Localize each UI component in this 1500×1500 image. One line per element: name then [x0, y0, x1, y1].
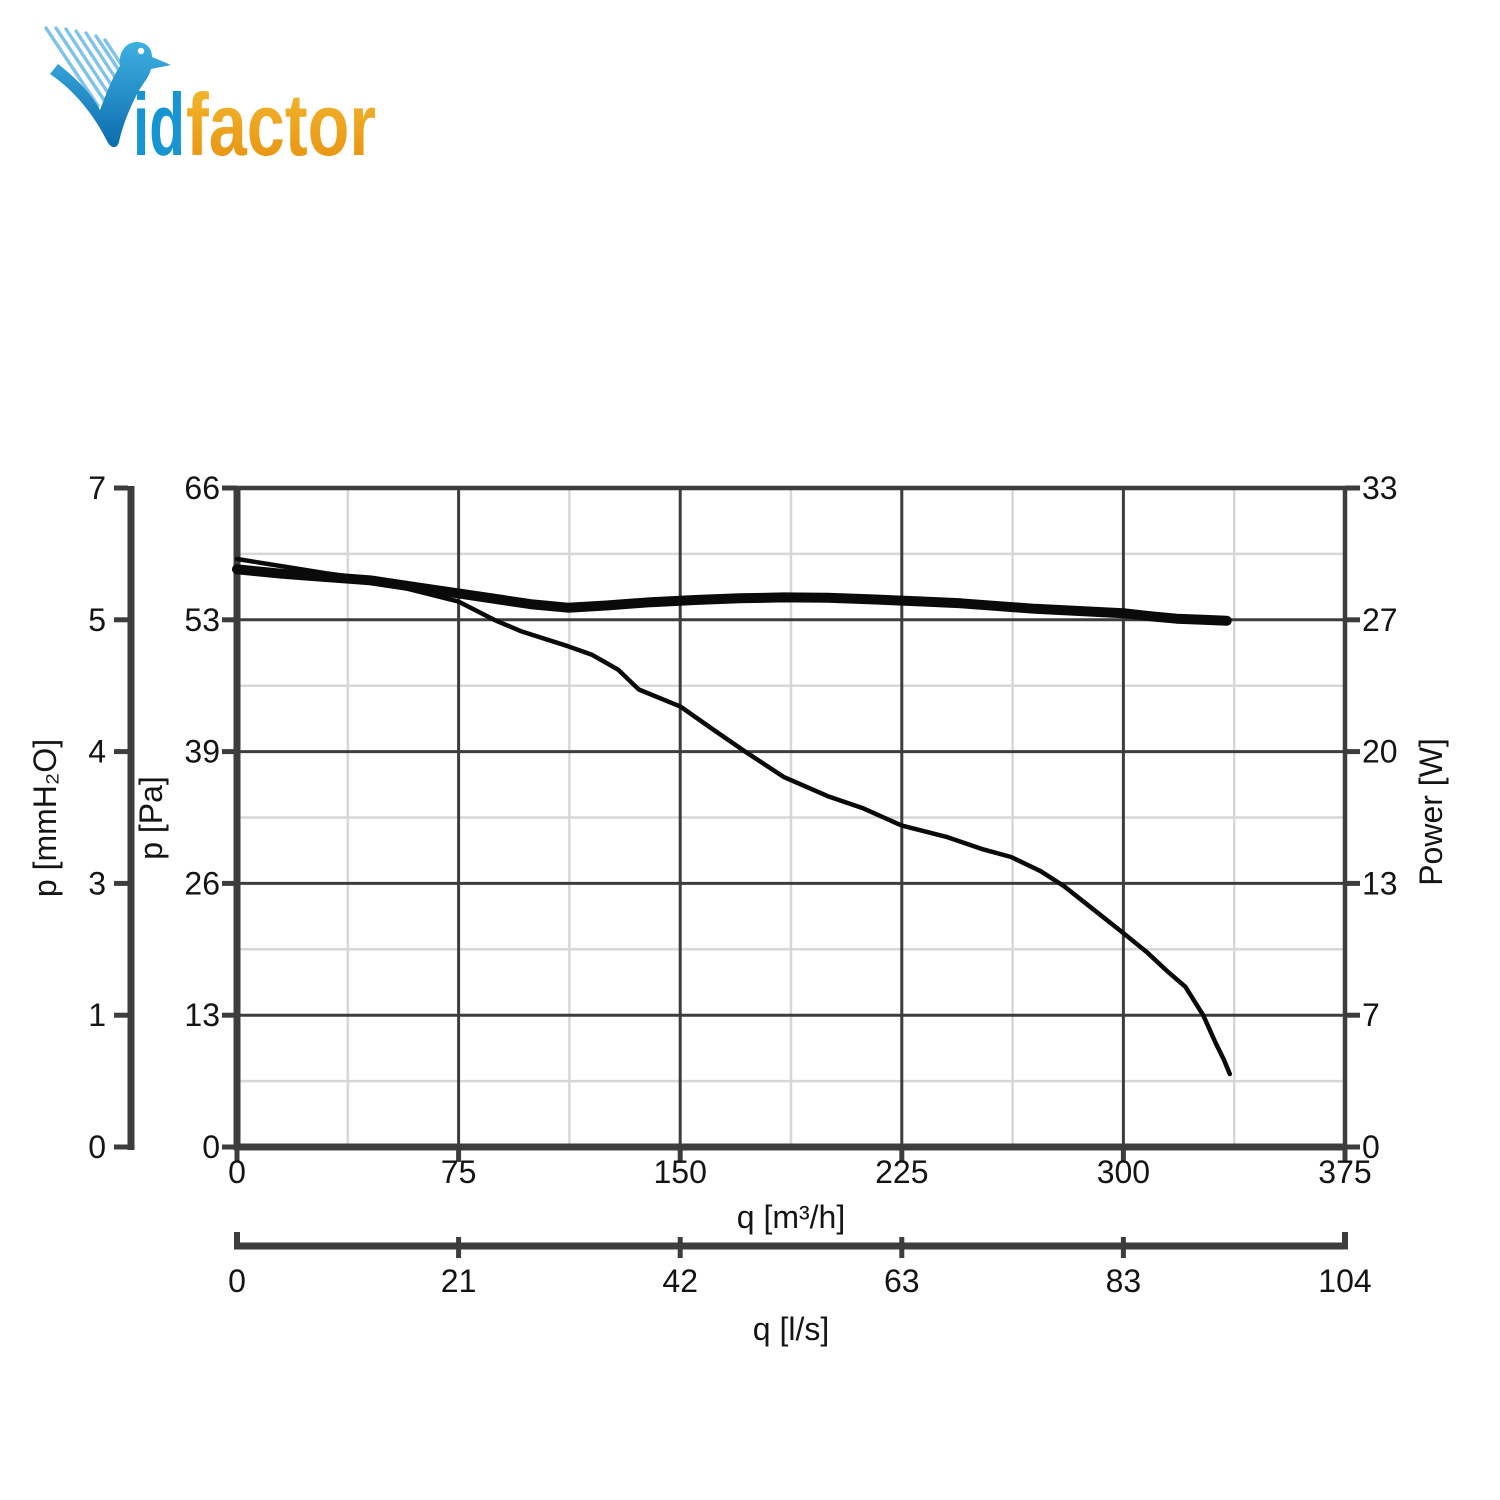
- axis-title-power: Power [W]: [1413, 738, 1449, 886]
- secondary-tick-label: 21: [441, 1263, 477, 1299]
- axis-title-x: q [m³/h]: [737, 1199, 845, 1235]
- mmh2o-tick-label: 1: [88, 997, 106, 1033]
- power-tick-label: 27: [1362, 602, 1398, 638]
- mmh2o-tick-label: 5: [88, 602, 106, 638]
- x-tick-label: 150: [654, 1154, 707, 1190]
- secondary-tick-label: 63: [884, 1263, 920, 1299]
- x-tick-label: 375: [1318, 1154, 1371, 1190]
- power-tick-label: 20: [1362, 734, 1398, 770]
- vidfactor-logo-graphic: id factor: [44, 26, 376, 174]
- secondary-tick-label: 42: [662, 1263, 698, 1299]
- mmh2o-tick-label: 7: [88, 470, 106, 506]
- x-tick-label: 225: [875, 1154, 928, 1190]
- logo-text-id: id: [133, 75, 185, 174]
- logo-bird-eye-icon: [137, 47, 145, 55]
- pa-tick-label: 39: [184, 734, 220, 770]
- pa-tick-label: 13: [184, 997, 220, 1033]
- axis-title-secondary: q [l/s]: [753, 1311, 829, 1347]
- grid-minor: [237, 488, 1345, 1147]
- secondary-tick-label: 0: [228, 1263, 246, 1299]
- x-tick-label: 300: [1097, 1154, 1150, 1190]
- power-input-curve: [232, 564, 1232, 626]
- mmh2o-tick-label: 0: [88, 1129, 106, 1165]
- pa-tick-label: 0: [202, 1129, 220, 1165]
- secondary-tick-label: 104: [1318, 1263, 1371, 1299]
- secondary-tick-label: 83: [1106, 1263, 1142, 1299]
- pa-tick-label: 26: [184, 865, 220, 901]
- power-tick-label: 7: [1362, 997, 1380, 1033]
- power-tick-label: 33: [1362, 470, 1398, 506]
- vidfactor-logo: id factor: [38, 22, 388, 192]
- logo-bird-icon: [50, 42, 171, 148]
- mmh2o-tick-label: 4: [88, 734, 106, 770]
- x-tick-label: 75: [441, 1154, 477, 1190]
- logo-text-factor: factor: [186, 75, 376, 174]
- pa-tick-label: 53: [184, 602, 220, 638]
- power-tick-label: 13: [1362, 865, 1398, 901]
- axis-title-mmh2o: p [mmH₂O]: [27, 739, 63, 897]
- mmh2o-tick-label: 3: [88, 865, 106, 901]
- x-tick-label: 0: [228, 1154, 246, 1190]
- pa-tick-label: 66: [184, 470, 220, 506]
- static-pressure-curve: [234, 556, 1233, 1077]
- logo-speed-streaks-icon: [44, 26, 135, 108]
- axis-title-pa: p [Pa]: [133, 776, 169, 860]
- power-tick-label: 0: [1362, 1129, 1380, 1165]
